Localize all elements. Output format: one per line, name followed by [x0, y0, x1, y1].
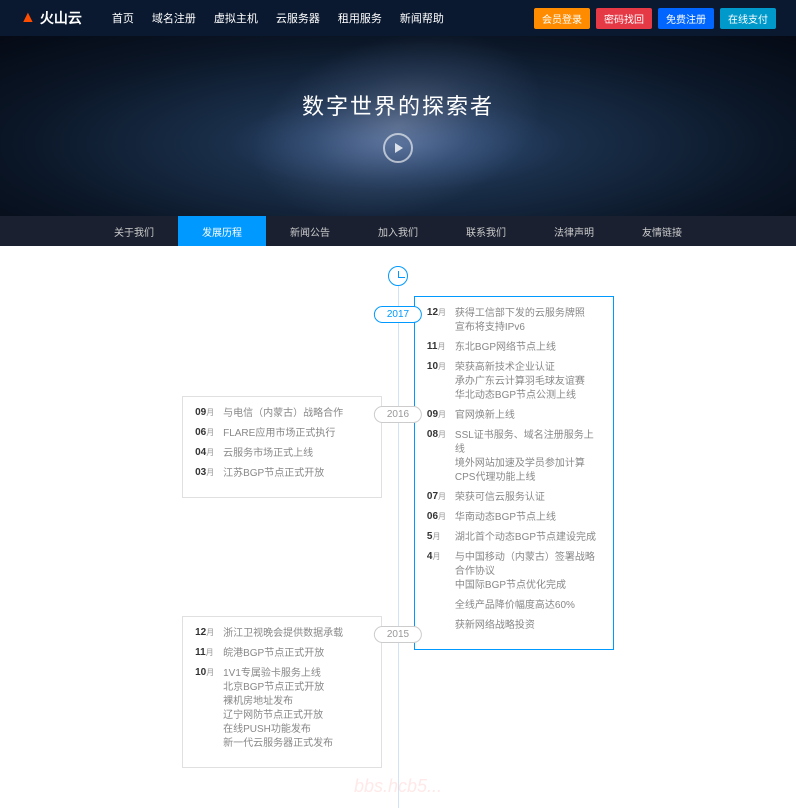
event-month: 10月: [195, 667, 223, 751]
subnav-item[interactable]: 新闻公告: [266, 216, 354, 246]
event-month: 03月: [195, 467, 223, 481]
event-text: FLARE应用市场正式执行: [223, 427, 369, 441]
event-row: 10月荣获高新技术企业认证承办广东云计算羽毛球友谊赛华北动态BGP节点公测上线: [427, 361, 601, 403]
event-row: 08月SSL证书服务、域名注册服务上线境外网站加速及学员参加计算CPS代理功能上…: [427, 429, 601, 485]
play-button[interactable]: [383, 133, 413, 163]
nav-item[interactable]: 虚拟主机: [214, 10, 258, 26]
event-text: 获得工信部下发的云服务牌照宣布将支持IPv6: [455, 307, 601, 335]
event-row: 07月荣获可信云服务认证: [427, 491, 601, 505]
event-box: 12月获得工信部下发的云服务牌照宣布将支持IPv611月东北BGP网络节点上线1…: [414, 296, 614, 650]
event-row: 12月获得工信部下发的云服务牌照宣布将支持IPv6: [427, 307, 601, 335]
event-month: 11月: [427, 341, 455, 355]
subnav-item[interactable]: 加入我们: [354, 216, 442, 246]
event-month: 5月: [427, 531, 455, 545]
event-row: 10月1V1专属验卡服务上线北京BGP节点正式开放裸机房地址发布辽宁网防节点正式…: [195, 667, 369, 751]
logo[interactable]: ▲ 火山云: [20, 8, 82, 28]
event-text: 皖港BGP节点正式开放: [223, 647, 369, 661]
header-btn[interactable]: 会员登录: [534, 8, 590, 29]
event-text: 湖北首个动态BGP节点建设完成: [455, 531, 601, 545]
event-text: 江苏BGP节点正式开放: [223, 467, 369, 481]
event-text: 与电信（内蒙古）战略合作: [223, 407, 369, 421]
event-month: 06月: [427, 511, 455, 525]
event-text: 官网焕新上线: [455, 409, 601, 423]
event-text: 荣获可信云服务认证: [455, 491, 601, 505]
event-text: 全线产品降价幅度高达60%: [455, 599, 601, 613]
logo-icon: ▲: [20, 9, 36, 27]
subnav-item[interactable]: 发展历程: [178, 216, 266, 246]
event-row: 06月华南动态BGP节点上线: [427, 511, 601, 525]
event-month: 10月: [427, 361, 455, 403]
year-badge: 2016: [374, 406, 422, 423]
year-badge: 2015: [374, 626, 422, 643]
header-buttons: 会员登录密码找回免费注册在线支付: [534, 8, 776, 29]
subnav-item[interactable]: 关于我们: [90, 216, 178, 246]
event-row: 04月云服务市场正式上线: [195, 447, 369, 461]
year-badge: 2017: [374, 306, 422, 323]
event-month: 4月: [427, 551, 455, 593]
subnav-item[interactable]: 友情链接: [618, 216, 706, 246]
event-row: 09月与电信（内蒙古）战略合作: [195, 407, 369, 421]
event-box: 12月浙江卫视晚会提供数据承载11月皖港BGP节点正式开放10月1V1专属验卡服…: [182, 616, 382, 768]
header: ▲ 火山云 首页 域名注册 虚拟主机 云服务器 租用服务 新闻帮助 会员登录密码找回免费注…: [0, 0, 796, 36]
header-btn[interactable]: 在线支付: [720, 8, 776, 29]
event-month: 07月: [427, 491, 455, 505]
event-month: 12月: [195, 627, 223, 641]
event-text: SSL证书服务、域名注册服务上线境外网站加速及学员参加计算CPS代理功能上线: [455, 429, 601, 485]
event-text: 东北BGP网络节点上线: [455, 341, 601, 355]
subnav-item[interactable]: 法律声明: [530, 216, 618, 246]
subnav-item[interactable]: 联系我们: [442, 216, 530, 246]
event-text: 1V1专属验卡服务上线北京BGP节点正式开放裸机房地址发布辽宁网防节点正式开放在…: [223, 667, 369, 751]
event-row: 全线产品降价幅度高达60%: [427, 599, 601, 613]
event-row: 4月与中国移动（内蒙古）签署战略合作协议中国际BGP节点优化完成: [427, 551, 601, 593]
nav-item[interactable]: 域名注册: [152, 10, 196, 26]
hero-title: 数字世界的探索者: [302, 89, 494, 121]
play-icon: [395, 143, 403, 153]
header-btn[interactable]: 免费注册: [658, 8, 714, 29]
event-text: 云服务市场正式上线: [223, 447, 369, 461]
main-nav: 首页 域名注册 虚拟主机 云服务器 租用服务 新闻帮助: [112, 10, 534, 26]
event-month: [427, 599, 455, 613]
event-text: 华南动态BGP节点上线: [455, 511, 601, 525]
nav-item[interactable]: 新闻帮助: [400, 10, 444, 26]
event-month: 08月: [427, 429, 455, 485]
event-month: 12月: [427, 307, 455, 335]
event-text: 与中国移动（内蒙古）签署战略合作协议中国际BGP节点优化完成: [455, 551, 601, 593]
timeline-line: [398, 276, 399, 808]
event-row: 03月江苏BGP节点正式开放: [195, 467, 369, 481]
hero-banner: 数字世界的探索者: [0, 36, 796, 216]
event-text: 获新网络战略投资: [455, 619, 601, 633]
event-text: 荣获高新技术企业认证承办广东云计算羽毛球友谊赛华北动态BGP节点公测上线: [455, 361, 601, 403]
event-row: 12月浙江卫视晚会提供数据承载: [195, 627, 369, 641]
sub-nav: 关于我们发展历程新闻公告加入我们联系我们法律声明友情链接: [0, 216, 796, 246]
event-row: 11月东北BGP网络节点上线: [427, 341, 601, 355]
event-month: 04月: [195, 447, 223, 461]
event-month: 09月: [195, 407, 223, 421]
header-btn[interactable]: 密码找回: [596, 8, 652, 29]
event-row: 09月官网焕新上线: [427, 409, 601, 423]
event-month: 11月: [195, 647, 223, 661]
event-month: 09月: [427, 409, 455, 423]
event-row: 获新网络战略投资: [427, 619, 601, 633]
event-text: 浙江卫视晚会提供数据承载: [223, 627, 369, 641]
event-row: 06月FLARE应用市场正式执行: [195, 427, 369, 441]
event-row: 11月皖港BGP节点正式开放: [195, 647, 369, 661]
clock-icon: [388, 266, 408, 286]
timeline: bbs.hcb5... 20172016201512月获得工信部下发的云服务牌照…: [0, 246, 796, 808]
nav-item[interactable]: 首页: [112, 10, 134, 26]
nav-item[interactable]: 云服务器: [276, 10, 320, 26]
event-row: 5月湖北首个动态BGP节点建设完成: [427, 531, 601, 545]
logo-text: 火山云: [40, 8, 82, 28]
event-month: [427, 619, 455, 633]
event-box: 09月与电信（内蒙古）战略合作06月FLARE应用市场正式执行04月云服务市场正…: [182, 396, 382, 498]
event-month: 06月: [195, 427, 223, 441]
nav-item[interactable]: 租用服务: [338, 10, 382, 26]
